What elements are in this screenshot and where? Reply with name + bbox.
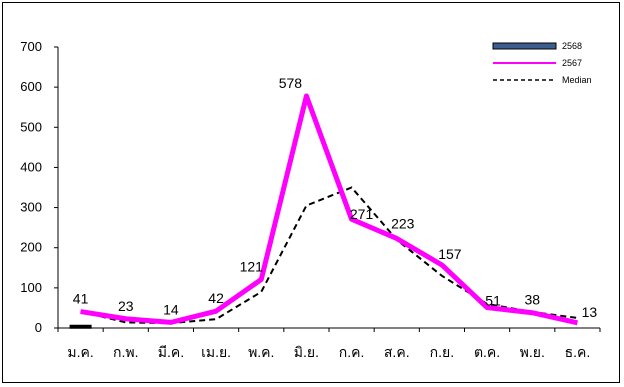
- x-tick-label: ก.พ.: [113, 344, 138, 360]
- y-tick-label: 300: [20, 200, 42, 215]
- x-tick-label: ส.ค.: [384, 344, 410, 360]
- x-tick-label: พ.ค.: [248, 344, 274, 360]
- y-tick-label: 100: [20, 280, 42, 295]
- legend-label: 2568: [562, 41, 582, 51]
- data-label: 271: [350, 206, 374, 222]
- data-label: 13: [582, 304, 598, 320]
- x-tick-label: ธ.ค.: [565, 344, 591, 360]
- data-label: 14: [163, 301, 179, 317]
- data-label: 42: [208, 290, 224, 306]
- data-label: 23: [118, 298, 134, 314]
- y-tick-label: 200: [20, 240, 42, 255]
- series-lines: [69, 93, 578, 329]
- data-label: 38: [524, 292, 540, 308]
- legend-label: Median: [562, 75, 592, 85]
- x-tick-label: ก.ย.: [430, 344, 454, 360]
- legend-swatch-2568: [492, 42, 557, 50]
- data-label: 41: [73, 291, 89, 307]
- legend: 2568 2567 Median: [492, 41, 592, 85]
- series-median-line: [80, 186, 578, 325]
- y-tick-labels: 0 100 200 300 400 500 600 700: [20, 39, 42, 335]
- axes: [54, 46, 601, 332]
- y-tick-label: 700: [20, 39, 42, 54]
- series-2567-line: [80, 93, 578, 326]
- x-tick-label: ม.ค.: [67, 344, 93, 360]
- data-label: 121: [240, 258, 264, 274]
- data-label: 578: [279, 75, 303, 91]
- legend-label: 2567: [562, 58, 582, 68]
- x-tick-label: มิ.ย.: [294, 344, 319, 360]
- chart-frame: [2, 2, 620, 383]
- x-tick-label: พ.ย.: [520, 344, 545, 360]
- data-label: 223: [391, 215, 415, 231]
- x-tick-label: ต.ค.: [474, 344, 500, 360]
- x-tick-label: ก.ค.: [339, 344, 365, 360]
- data-label: 157: [438, 246, 462, 262]
- y-tick-label: 600: [20, 79, 42, 94]
- x-tick-label: เม.ย.: [201, 344, 231, 360]
- y-tick-label: 500: [20, 119, 42, 134]
- y-tick-label: 0: [35, 320, 42, 335]
- x-tick-labels: ม.ค. ก.พ. มี.ค. เม.ย. พ.ค. มิ.ย. ก.ค. ส.ค. ก.ย. ต…: [67, 344, 590, 360]
- data-labels: 41 23 14 42 121 578 271 223 157 51 38 13: [73, 75, 598, 320]
- x-tick-label: มี.ค.: [158, 344, 184, 360]
- data-label: 51: [485, 293, 501, 309]
- y-tick-label: 400: [20, 159, 42, 174]
